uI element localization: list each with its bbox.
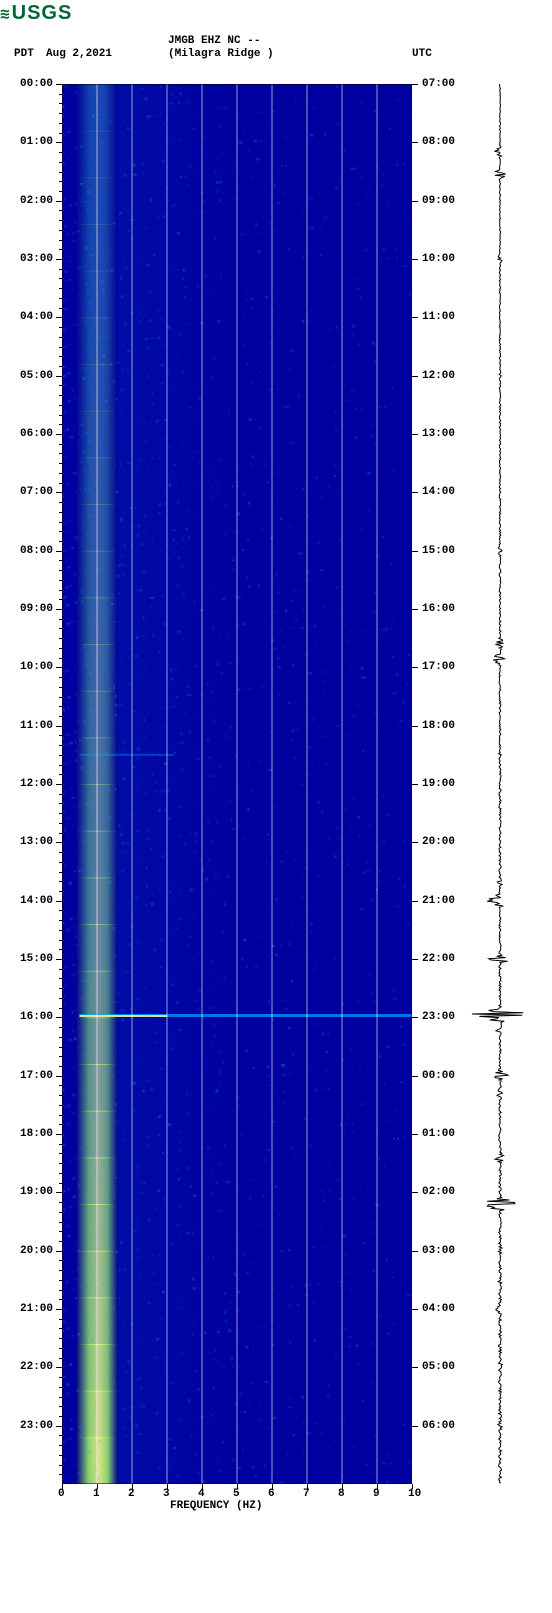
spectrogram-plot <box>62 84 412 1484</box>
utc-tick: 05:00 <box>422 1361 455 1373</box>
utc-tick: 22:00 <box>422 953 455 965</box>
freq-tick: 7 <box>303 1488 310 1500</box>
pdt-tick: 10:00 <box>20 661 53 673</box>
pdt-tick: 22:00 <box>20 1361 53 1373</box>
utc-tick: 21:00 <box>422 895 455 907</box>
freq-tick: 6 <box>268 1488 275 1500</box>
utc-tick: 07:00 <box>422 78 455 90</box>
freq-tick: 3 <box>163 1488 170 1500</box>
utc-tick: 13:00 <box>422 428 455 440</box>
seismogram-svg <box>460 84 540 1484</box>
utc-tick: 02:00 <box>422 1186 455 1198</box>
pdt-tick: 02:00 <box>20 195 53 207</box>
pdt-tick: 15:00 <box>20 953 53 965</box>
pdt-tick: 12:00 <box>20 778 53 790</box>
utc-label: UTC <box>412 48 432 60</box>
freq-tick: 9 <box>373 1488 380 1500</box>
pdt-label: PDT <box>14 48 34 60</box>
pdt-tick: 23:00 <box>20 1420 53 1432</box>
date-label: Aug 2,2021 <box>46 48 112 60</box>
utc-tick: 06:00 <box>422 1420 455 1432</box>
pdt-tick: 08:00 <box>20 545 53 557</box>
pdt-tick: 18:00 <box>20 1128 53 1140</box>
freq-tick: 10 <box>408 1488 421 1500</box>
utc-tick: 19:00 <box>422 778 455 790</box>
pdt-tick: 09:00 <box>20 603 53 615</box>
spectrogram-svg <box>62 84 412 1484</box>
freq-tick: 4 <box>198 1488 205 1500</box>
utc-tick: 18:00 <box>422 720 455 732</box>
x-axis-label: FREQUENCY (HZ) <box>170 1500 262 1512</box>
utc-tick: 23:00 <box>422 1011 455 1023</box>
utc-tick: 12:00 <box>422 370 455 382</box>
utc-tick: 01:00 <box>422 1128 455 1140</box>
pdt-tick: 14:00 <box>20 895 53 907</box>
pdt-tick: 06:00 <box>20 428 53 440</box>
utc-tick: 17:00 <box>422 661 455 673</box>
utc-tick: 08:00 <box>422 136 455 148</box>
utc-tick: 04:00 <box>422 1303 455 1315</box>
utc-tick: 03:00 <box>422 1245 455 1257</box>
freq-tick: 0 <box>58 1488 65 1500</box>
pdt-tick: 13:00 <box>20 836 53 848</box>
freq-tick: 1 <box>93 1488 100 1500</box>
utc-tick: 16:00 <box>422 603 455 615</box>
usgs-logo: ≋ USGS <box>0 2 72 25</box>
pdt-tick: 04:00 <box>20 311 53 323</box>
pdt-tick: 19:00 <box>20 1186 53 1198</box>
pdt-tick: 07:00 <box>20 486 53 498</box>
utc-tick: 00:00 <box>422 1070 455 1082</box>
seismogram-strip <box>460 84 540 1484</box>
station-header: JMGB EHZ NC -- <box>168 35 260 47</box>
pdt-tick: 01:00 <box>20 136 53 148</box>
utc-tick: 10:00 <box>422 253 455 265</box>
pdt-tick: 21:00 <box>20 1303 53 1315</box>
logo-wave-icon: ≋ <box>0 4 10 24</box>
freq-tick: 2 <box>128 1488 135 1500</box>
freq-tick: 5 <box>233 1488 240 1500</box>
utc-tick: 15:00 <box>422 545 455 557</box>
utc-tick: 11:00 <box>422 311 455 323</box>
utc-tick: 09:00 <box>422 195 455 207</box>
pdt-tick: 05:00 <box>20 370 53 382</box>
pdt-tick: 03:00 <box>20 253 53 265</box>
freq-tick: 8 <box>338 1488 345 1500</box>
location-header: (Milagra Ridge ) <box>168 48 274 60</box>
pdt-tick: 00:00 <box>20 78 53 90</box>
pdt-tick: 16:00 <box>20 1011 53 1023</box>
pdt-tick: 20:00 <box>20 1245 53 1257</box>
utc-tick: 20:00 <box>422 836 455 848</box>
pdt-tick: 11:00 <box>20 720 53 732</box>
logo-text: USGS <box>12 2 73 25</box>
pdt-tick: 17:00 <box>20 1070 53 1082</box>
utc-tick: 14:00 <box>422 486 455 498</box>
